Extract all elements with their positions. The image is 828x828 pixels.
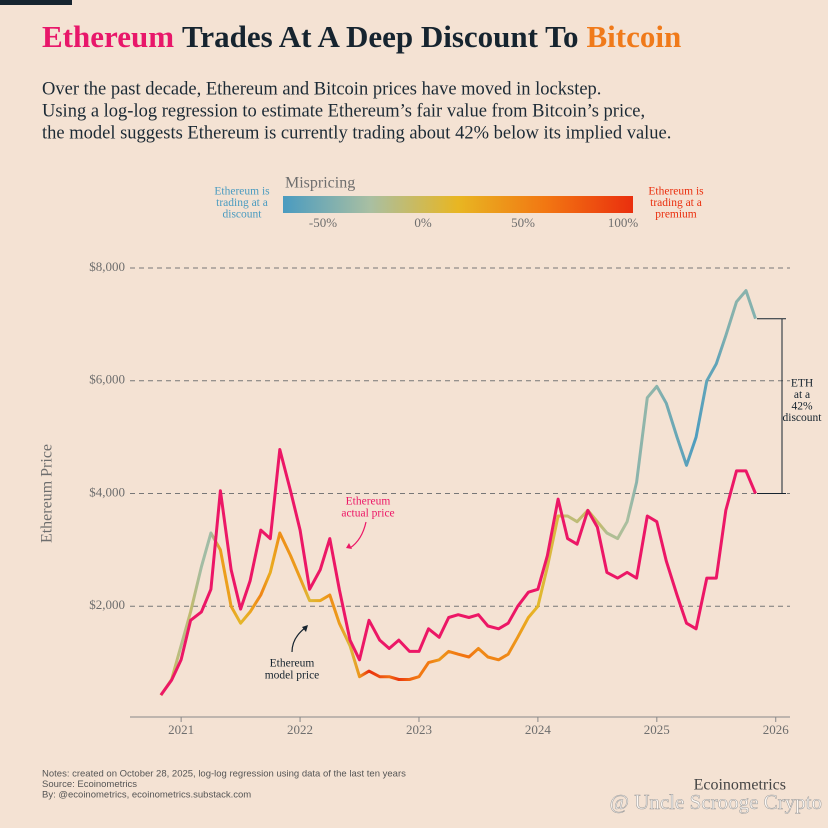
subtitle: Over the past decade, Ethereum and Bitco… [42, 79, 601, 99]
series-line [159, 448, 757, 696]
title-part: Ethereum [42, 19, 174, 54]
actual-arrow-head [346, 543, 352, 549]
y-tick-label: $4,000 [89, 484, 125, 499]
colorbar-left-label: trading at a [216, 197, 268, 209]
colorbar-left-label: Ethereum is [214, 186, 270, 198]
actual-arrow [349, 521, 367, 549]
x-tick-label: 2026 [763, 722, 790, 737]
subtitle: Using a log-log regression to estimate E… [42, 101, 645, 121]
y-tick-label: $8,000 [89, 259, 125, 274]
series-line [159, 289, 757, 697]
x-tick-label: 2025 [644, 722, 670, 737]
colorbar-tick-label: 50% [511, 215, 535, 230]
model-arrow [291, 627, 306, 653]
x-tick-label: 2022 [287, 722, 313, 737]
actual-label: actual price [341, 508, 394, 520]
discount-label: 42% [791, 401, 813, 413]
colorbar-right-label: trading at a [650, 197, 702, 209]
model-label: Ethereum [270, 658, 315, 670]
note: Notes: created on October 28, 2025, log-… [42, 769, 406, 780]
x-tick-label: 2023 [406, 722, 432, 737]
x-tick-label: 2024 [525, 722, 552, 737]
actual-label: Ethereum [346, 496, 391, 508]
colorbar-tick-label: 0% [414, 215, 432, 230]
chart-title: Ethereum Trades At A Deep Discount To Bitc… [42, 19, 681, 54]
colorbar-right-label: premium [655, 209, 697, 221]
discount-label: ETH [791, 378, 813, 390]
subtitle: the model suggests Ethereum is currently… [42, 123, 671, 143]
note: Source: Ecoinometrics [42, 779, 137, 790]
brand: Ecoinometrics [694, 777, 786, 794]
x-tick-label: 2021 [168, 722, 194, 737]
colorbar-right-label: Ethereum is [648, 186, 704, 198]
colorbar-tick-label: -50% [309, 215, 337, 230]
colorbar-tick-label: 100% [608, 215, 639, 230]
model-arrow-head [302, 625, 308, 632]
watermark: @ Uncle Scrooge Crypto [610, 790, 822, 814]
colorbar [283, 196, 633, 213]
corner-bar [0, 0, 72, 5]
model-label: model price [265, 670, 320, 682]
y-tick-label: $2,000 [89, 597, 125, 612]
y-axis-label: Ethereum Price [39, 444, 56, 543]
colorbar-title: Mispricing [285, 175, 355, 192]
y-tick-label: $6,000 [89, 372, 125, 387]
discount-label: at a [794, 389, 810, 401]
title-part: Bitcoin [587, 19, 682, 54]
note: By: @ecoinometrics, ecoinometrics.substa… [42, 790, 251, 801]
title-part: Trades At A Deep Discount To [182, 19, 578, 54]
colorbar-left-label: discount [223, 209, 263, 221]
discount-label: discount [783, 412, 823, 424]
